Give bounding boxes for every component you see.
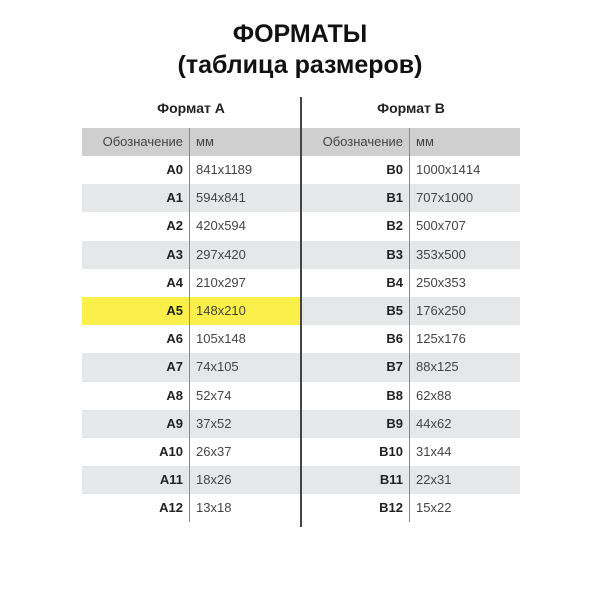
format-name: A0 bbox=[82, 156, 190, 185]
format-size: 176x250 bbox=[416, 302, 466, 318]
page-subtitle: (таблица размеров) bbox=[177, 51, 423, 79]
format-size: 353x500 bbox=[416, 246, 466, 262]
format-name: B7 bbox=[302, 353, 410, 382]
table-row: B1 707x1000 bbox=[302, 184, 520, 213]
header-mm: мм bbox=[196, 134, 214, 149]
table-row: A9 37x52 bbox=[82, 409, 300, 438]
format-size: 297x420 bbox=[196, 246, 246, 262]
format-name: A12 bbox=[82, 494, 190, 523]
format-size: 148x210 bbox=[196, 302, 246, 318]
format-size: 420x594 bbox=[196, 218, 246, 234]
format-name: B0 bbox=[302, 156, 410, 185]
format-name: B11 bbox=[302, 466, 410, 495]
table-row: A2 420x594 bbox=[82, 212, 300, 241]
format-size: 18x26 bbox=[196, 472, 232, 488]
format-name: A3 bbox=[82, 240, 190, 269]
format-name: A6 bbox=[82, 325, 190, 354]
header-mm: мм bbox=[416, 134, 434, 149]
format-name: A2 bbox=[82, 212, 190, 241]
table-row: A12 13x18 bbox=[82, 494, 300, 523]
format-name: A5 bbox=[82, 296, 190, 326]
format-name: B3 bbox=[302, 240, 410, 269]
format-size: 44x62 bbox=[416, 415, 452, 431]
table-row: B5 176x250 bbox=[302, 296, 520, 326]
format-name: B4 bbox=[302, 268, 410, 297]
format-size: 62x88 bbox=[416, 387, 452, 403]
table-row: B10 31x44 bbox=[302, 437, 520, 467]
format-size: 594x841 bbox=[196, 190, 246, 206]
table-row: B7 88x125 bbox=[302, 353, 520, 382]
format-name: A1 bbox=[82, 184, 190, 213]
table-row: A5 148x210 bbox=[82, 296, 300, 326]
format-size: 210x297 bbox=[196, 274, 246, 290]
table-row: B6 125x176 bbox=[302, 325, 520, 354]
format-b-table: Формат В Обозначение мм B0 1000x1414 B1 707x1… bbox=[302, 97, 520, 523]
table-row: A8 52x74 bbox=[82, 381, 300, 410]
table-row: A10 26x37 bbox=[82, 437, 300, 467]
table-row: B8 62x88 bbox=[302, 381, 520, 410]
table-header: Обозначение мм bbox=[82, 128, 300, 156]
column-divider bbox=[300, 97, 302, 527]
table-row: B3 353x500 bbox=[302, 240, 520, 269]
format-name: A8 bbox=[82, 381, 190, 410]
header-designation: Обозначение bbox=[82, 128, 190, 156]
format-name: B10 bbox=[302, 437, 410, 467]
table-row: A0 841x1189 bbox=[82, 156, 300, 185]
format-name: A4 bbox=[82, 268, 190, 297]
format-name: B6 bbox=[302, 325, 410, 354]
format-name: B9 bbox=[302, 409, 410, 438]
format-name: B2 bbox=[302, 212, 410, 241]
table-caption: Формат В bbox=[377, 100, 445, 116]
table-caption: Формат А bbox=[157, 100, 225, 116]
format-size: 37x52 bbox=[196, 415, 232, 431]
format-size: 74x105 bbox=[196, 359, 239, 375]
format-size: 125x176 bbox=[416, 331, 466, 347]
table-row: B9 44x62 bbox=[302, 409, 520, 438]
format-name: B1 bbox=[302, 184, 410, 213]
format-size: 841x1189 bbox=[196, 162, 253, 177]
table-row: A11 18x26 bbox=[82, 466, 300, 495]
format-name: A11 bbox=[82, 466, 190, 495]
table-header: Обозначение мм bbox=[302, 128, 520, 156]
format-size: 1000x1414 bbox=[416, 162, 481, 177]
format-size: 88x125 bbox=[416, 359, 459, 375]
table-row: B0 1000x1414 bbox=[302, 156, 520, 185]
table-row: A7 74x105 bbox=[82, 353, 300, 382]
format-size: 22x31 bbox=[416, 472, 452, 488]
format-name: A9 bbox=[82, 409, 190, 438]
table-row: A1 594x841 bbox=[82, 184, 300, 213]
format-name: A10 bbox=[82, 437, 190, 467]
header-designation: Обозначение bbox=[302, 128, 410, 156]
format-name: B5 bbox=[302, 296, 410, 326]
format-size: 707x1000 bbox=[416, 190, 474, 206]
format-name: A7 bbox=[82, 353, 190, 382]
format-name: B8 bbox=[302, 381, 410, 410]
table-row: A6 105x148 bbox=[82, 325, 300, 354]
table-row: B4 250x353 bbox=[302, 268, 520, 297]
format-size: 26x37 bbox=[196, 443, 232, 459]
table-row: B12 15x22 bbox=[302, 494, 520, 523]
format-name: B12 bbox=[302, 494, 410, 523]
format-size: 13x18 bbox=[196, 500, 232, 516]
format-size: 250x353 bbox=[416, 274, 466, 290]
page-title: ФОРМАТЫ bbox=[232, 20, 368, 48]
format-a-table: Формат А Обозначение мм A0 841x1189 A1 594x84… bbox=[82, 97, 300, 523]
table-row: A4 210x297 bbox=[82, 268, 300, 297]
format-size: 31x44 bbox=[416, 443, 452, 459]
format-size: 105x148 bbox=[196, 331, 246, 347]
table-row: A3 297x420 bbox=[82, 240, 300, 269]
format-size: 15x22 bbox=[416, 500, 452, 516]
table-row: B2 500x707 bbox=[302, 212, 520, 241]
format-size: 500x707 bbox=[416, 218, 466, 234]
table-row: B11 22x31 bbox=[302, 466, 520, 495]
format-size: 52x74 bbox=[196, 387, 232, 403]
